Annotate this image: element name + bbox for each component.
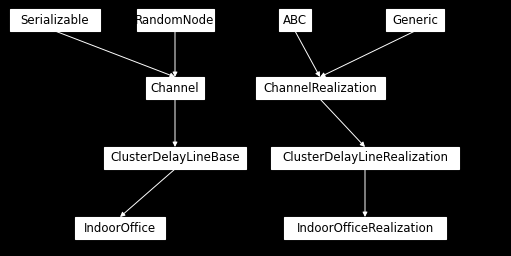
FancyBboxPatch shape — [146, 77, 204, 99]
Text: Generic: Generic — [392, 14, 438, 27]
FancyBboxPatch shape — [10, 9, 100, 31]
Text: Channel: Channel — [151, 81, 199, 94]
Text: ChannelRealization: ChannelRealization — [263, 81, 377, 94]
Text: IndoorOfficeRealization: IndoorOfficeRealization — [296, 221, 434, 234]
FancyBboxPatch shape — [104, 147, 246, 169]
Text: ClusterDelayLineBase: ClusterDelayLineBase — [110, 152, 240, 165]
FancyBboxPatch shape — [271, 147, 459, 169]
FancyBboxPatch shape — [136, 9, 214, 31]
Text: RandomNode: RandomNode — [135, 14, 215, 27]
Text: Serializable: Serializable — [20, 14, 89, 27]
Text: ClusterDelayLineRealization: ClusterDelayLineRealization — [282, 152, 448, 165]
FancyBboxPatch shape — [386, 9, 444, 31]
Text: ABC: ABC — [283, 14, 307, 27]
FancyBboxPatch shape — [284, 217, 446, 239]
FancyBboxPatch shape — [75, 217, 165, 239]
Text: IndoorOffice: IndoorOffice — [84, 221, 156, 234]
FancyBboxPatch shape — [279, 9, 311, 31]
FancyBboxPatch shape — [256, 77, 384, 99]
